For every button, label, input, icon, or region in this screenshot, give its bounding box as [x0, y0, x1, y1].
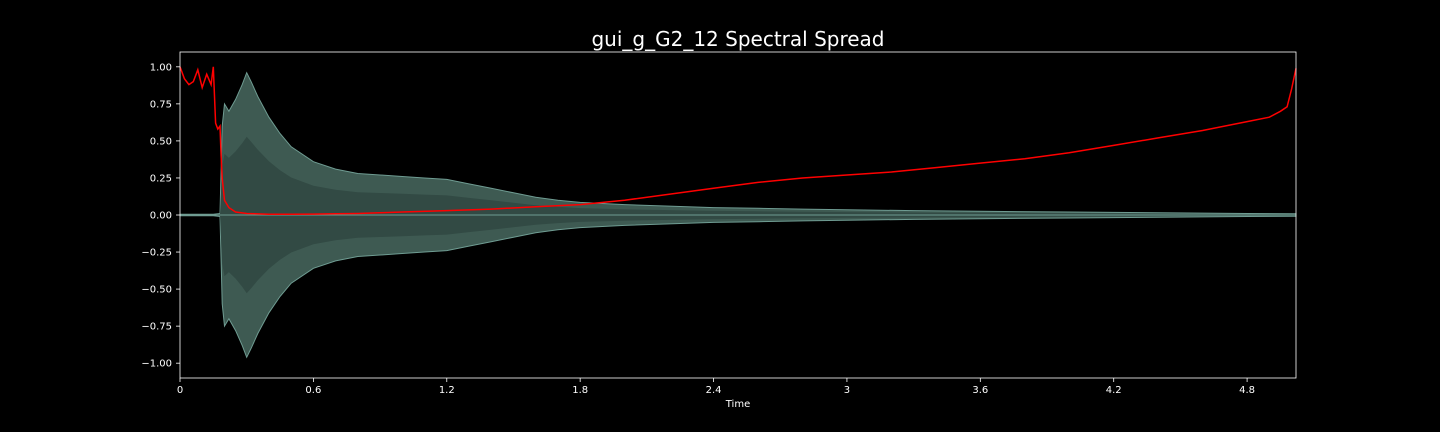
y-tick-label: −0.50: [141, 285, 172, 296]
plot-area: [179, 66, 1297, 359]
x-tick-label: 4.2: [1106, 385, 1122, 396]
x-tick-label: 1.2: [439, 385, 455, 396]
x-tick-label: 3: [844, 385, 850, 396]
x-tick-label: 0.6: [305, 385, 321, 396]
x-tick-label: 0: [177, 385, 183, 396]
y-tick-label: −0.75: [141, 322, 172, 333]
y-tick-label: 0.50: [150, 136, 172, 147]
x-tick-label: 1.8: [572, 385, 588, 396]
y-tick-label: 0.25: [150, 173, 172, 184]
x-tick-label: 3.6: [972, 385, 988, 396]
axes: 0 0.6 1.2 1.8 2.4 3 3.6 4.2 4.8 1.00 0.75 0.50 0.25 0…: [141, 51, 1297, 396]
y-tick-label: 0.00: [150, 211, 172, 222]
y-tick-label: −1.00: [141, 359, 172, 370]
y-tick-label: −0.25: [141, 248, 172, 259]
chart-title: gui_g_G2_12 Spectral Spread: [591, 27, 884, 51]
spectral-spread-line: [179, 66, 1297, 216]
x-tick-label: 2.4: [706, 385, 722, 396]
y-tick-label: 1.00: [150, 62, 172, 73]
y-tick-label: 0.75: [150, 99, 172, 110]
x-tick-label: 4.8: [1239, 385, 1255, 396]
x-axis-label: Time: [725, 399, 750, 410]
